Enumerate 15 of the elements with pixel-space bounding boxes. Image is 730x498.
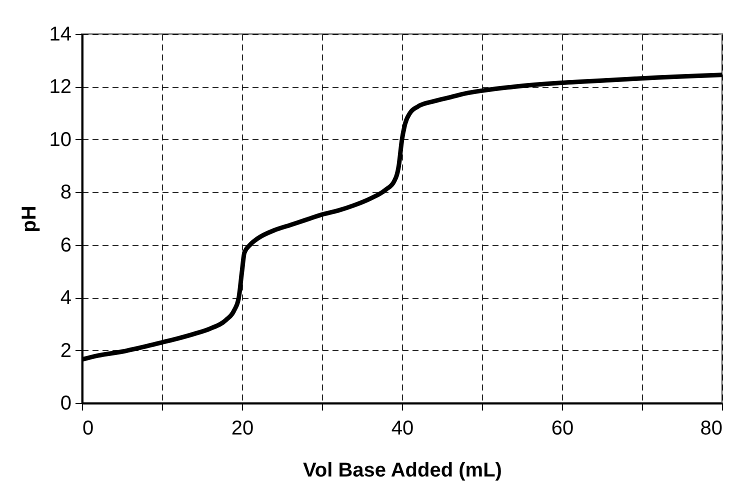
x-tick-label: 0 (82, 418, 94, 440)
y-tick-label: 14 (49, 24, 72, 46)
x-tick-label: 60 (551, 418, 574, 440)
x-axis-title: Vol Base Added (mL) (303, 460, 502, 482)
x-tick-label: 80 (700, 418, 722, 440)
y-tick-label: 4 (60, 287, 72, 310)
x-tick-label: 40 (391, 418, 414, 440)
x-tick-label: 20 (231, 418, 254, 440)
y-tick-label: 12 (49, 76, 72, 98)
y-tick-label: 2 (60, 340, 72, 362)
y-axis-title: pH (18, 206, 40, 232)
y-tick-label: 0 (60, 392, 72, 414)
y-tick-label: 8 (60, 182, 72, 204)
y-tick-label: 10 (49, 128, 72, 151)
y-tick-label: 6 (60, 234, 72, 256)
